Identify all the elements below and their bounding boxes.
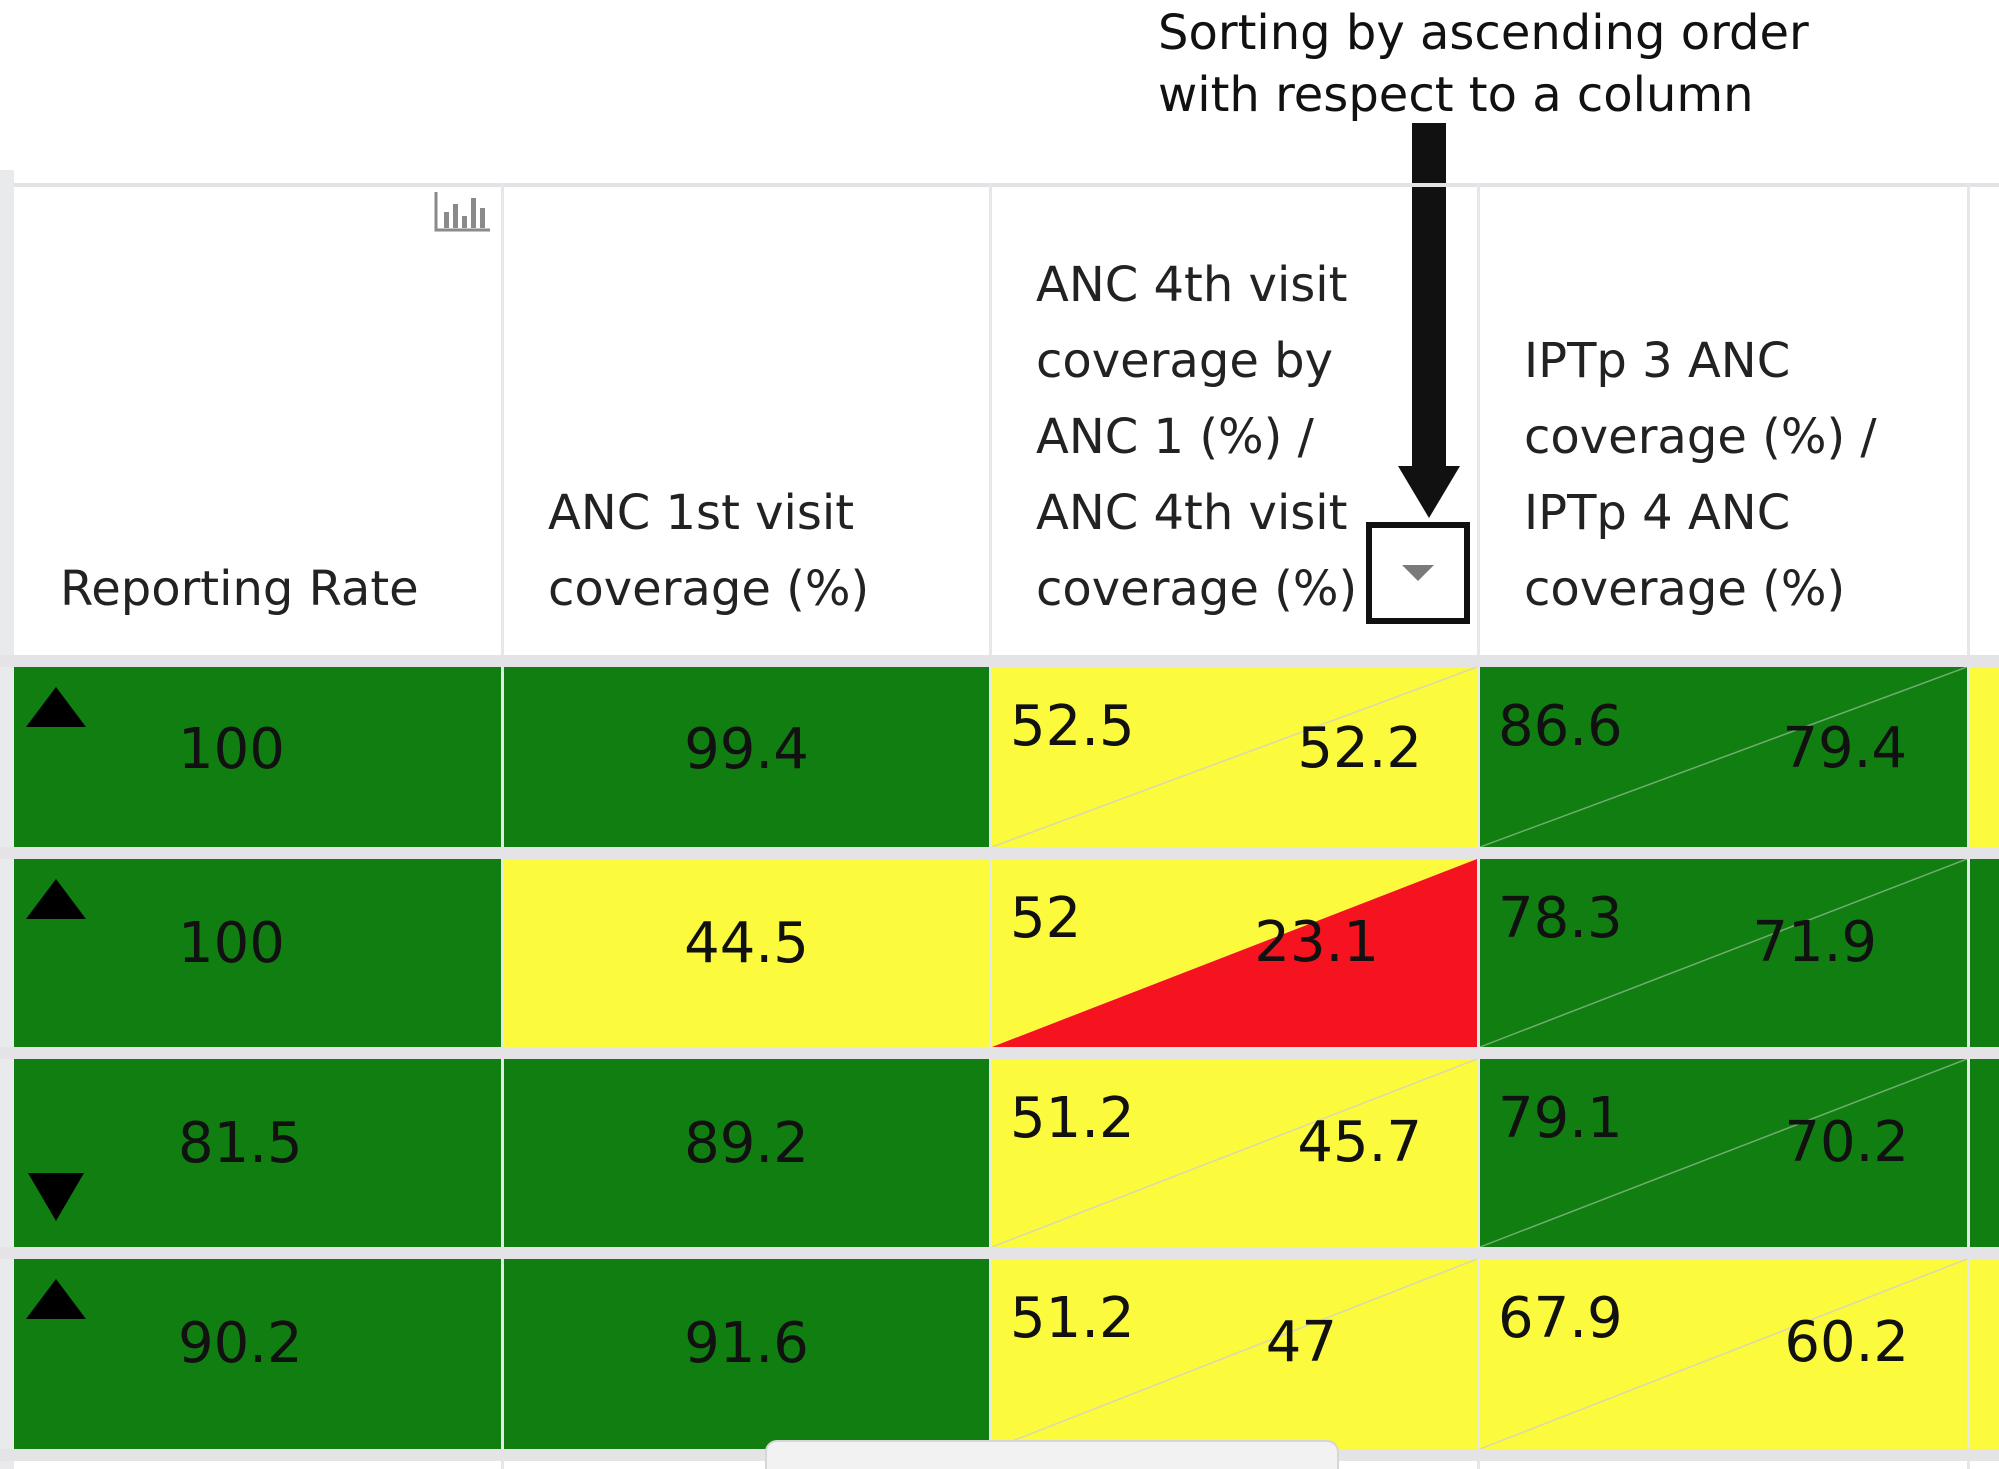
cell-value-bottom: 23.1 — [1254, 910, 1379, 975]
table-row-2-reporting-rate[interactable]: 100 — [14, 859, 501, 1047]
table-row-4-next-column — [1970, 1259, 1999, 1449]
header-line: ANC 4th visit — [1036, 257, 1348, 313]
table-row-2-iptp-split[interactable]: 78.3 71.9 — [1480, 859, 1967, 1047]
cell-value: 90.2 — [178, 1311, 303, 1376]
cell-value-bottom: 47 — [1265, 1310, 1337, 1375]
split-cell-shape — [992, 1259, 1477, 1449]
cell-value: 91.6 — [684, 1311, 809, 1376]
table-row-3-reporting-rate[interactable]: 81.5 — [14, 1059, 501, 1247]
table-row-3-iptp-split[interactable]: 79.1 70.2 — [1480, 1059, 1967, 1247]
bar-chart-icon[interactable] — [432, 190, 492, 234]
split-cell-shape — [1480, 1059, 1967, 1247]
table-row-1-anc1[interactable]: 99.4 — [504, 667, 989, 847]
row-divider — [0, 1047, 1999, 1059]
annotation-text: Sorting by ascending order with respect … — [1158, 2, 1809, 126]
header-line: IPTp 3 ANC — [1524, 333, 1791, 389]
column-divider — [1967, 183, 1970, 1469]
cell-value: 99.4 — [684, 717, 809, 782]
cell-value-top: 52.5 — [1010, 694, 1135, 759]
cell-value-bottom: 60.2 — [1784, 1310, 1909, 1375]
table-row-1-anc4-split[interactable]: 52.5 52.2 — [992, 667, 1477, 847]
cell-value-bottom: 45.7 — [1297, 1110, 1422, 1175]
cell-value: 89.2 — [684, 1111, 809, 1176]
header-line: coverage by — [1036, 333, 1333, 389]
table-row-4-anc4-split[interactable]: 51.2 47 — [992, 1259, 1477, 1449]
header-label: ANC 4th visit coverage by ANC 1 (%) / AN… — [1036, 247, 1357, 627]
column-divider — [1477, 183, 1480, 1469]
cell-value: 81.5 — [178, 1111, 303, 1176]
table-row-3-anc1[interactable]: 89.2 — [504, 1059, 989, 1247]
header-line: coverage (%) — [1036, 561, 1358, 617]
cell-value-bottom: 71.9 — [1752, 910, 1877, 975]
triangle-up-icon — [26, 1279, 86, 1319]
table-row-1-iptp-split[interactable]: 86.6 79.4 — [1480, 667, 1967, 847]
horizontal-scrollbar[interactable] — [765, 1440, 1339, 1469]
split-cell-shape — [992, 859, 1477, 1047]
header-reporting-rate[interactable]: Reporting Rate — [60, 187, 490, 655]
table-row-1-next-column — [1970, 667, 1999, 847]
table-row-4-anc1[interactable]: 91.6 — [504, 1259, 989, 1449]
header-anc1[interactable]: ANC 1st visit coverage (%) — [548, 187, 978, 655]
triangle-up-icon — [26, 687, 86, 727]
cell-value-bottom: 79.4 — [1782, 716, 1907, 781]
header-iptp[interactable]: IPTp 3 ANC coverage (%) / IPTp 4 ANC cov… — [1524, 187, 1964, 655]
split-cell-shape — [992, 1059, 1477, 1247]
cell-value-top: 52 — [1010, 886, 1082, 951]
row-divider — [0, 847, 1999, 859]
cell-value-top: 67.9 — [1498, 1286, 1623, 1351]
table-row-4-iptp-split[interactable]: 67.9 60.2 — [1480, 1259, 1967, 1449]
cell-value-top: 79.1 — [1498, 1086, 1623, 1151]
column-divider — [501, 183, 504, 1469]
row-divider — [0, 1247, 1999, 1259]
cell-value: 100 — [178, 717, 285, 782]
annotation-line-1: Sorting by ascending order — [1158, 5, 1809, 61]
sort-ascending-button[interactable] — [1366, 522, 1470, 624]
header-label: ANC 1st visit coverage (%) — [548, 485, 870, 617]
cell-value: 44.5 — [684, 911, 809, 976]
table-left-edge — [0, 170, 14, 1469]
split-cell-shape — [1480, 859, 1967, 1047]
header-line: ANC 1 (%) / — [1036, 409, 1314, 465]
header-anc4-by-anc1[interactable]: ANC 4th visit coverage by ANC 1 (%) / AN… — [1036, 187, 1396, 655]
header-line: coverage (%) / — [1524, 409, 1877, 465]
table-row-4-reporting-rate[interactable]: 90.2 — [14, 1259, 501, 1449]
column-divider — [989, 183, 992, 1469]
table-row-3-anc4-split[interactable]: 51.2 45.7 — [992, 1059, 1477, 1247]
cell-value-bottom: 52.2 — [1297, 716, 1422, 781]
header-label: Reporting Rate — [60, 561, 419, 617]
annotation-arrow-head — [1398, 466, 1460, 518]
header-line: coverage (%) — [1524, 561, 1846, 617]
cell-value-top: 78.3 — [1498, 886, 1623, 951]
split-cell-shape — [1480, 1259, 1967, 1449]
row-divider — [0, 655, 1999, 667]
table-row-1-reporting-rate[interactable]: 100 — [14, 667, 501, 847]
header-line: ANC 4th visit — [1036, 485, 1348, 541]
split-cell-shape — [992, 667, 1477, 847]
cell-value: 100 — [178, 911, 285, 976]
triangle-down-icon — [28, 1173, 84, 1221]
header-top-border — [0, 183, 1999, 187]
cell-value-bottom: 70.2 — [1784, 1110, 1909, 1175]
sort-caret-down-icon — [1402, 565, 1434, 581]
split-cell-shape — [1480, 667, 1967, 847]
table-row-3-next-column — [1970, 1059, 1999, 1247]
header-line: IPTp 4 ANC — [1524, 485, 1791, 541]
cell-value-top: 51.2 — [1010, 1086, 1135, 1151]
triangle-up-icon — [26, 879, 86, 919]
header-label: IPTp 3 ANC coverage (%) / IPTp 4 ANC cov… — [1524, 323, 1877, 627]
table-row-2-next-column — [1970, 859, 1999, 1047]
annotation-arrow-shaft — [1412, 123, 1446, 468]
cell-value-top: 51.2 — [1010, 1286, 1135, 1351]
table-row-2-anc1[interactable]: 44.5 — [504, 859, 989, 1047]
cell-value-top: 86.6 — [1498, 694, 1623, 759]
annotation-line-2: with respect to a column — [1158, 67, 1754, 123]
table-row-2-anc4-split[interactable]: 52 23.1 — [992, 859, 1477, 1047]
